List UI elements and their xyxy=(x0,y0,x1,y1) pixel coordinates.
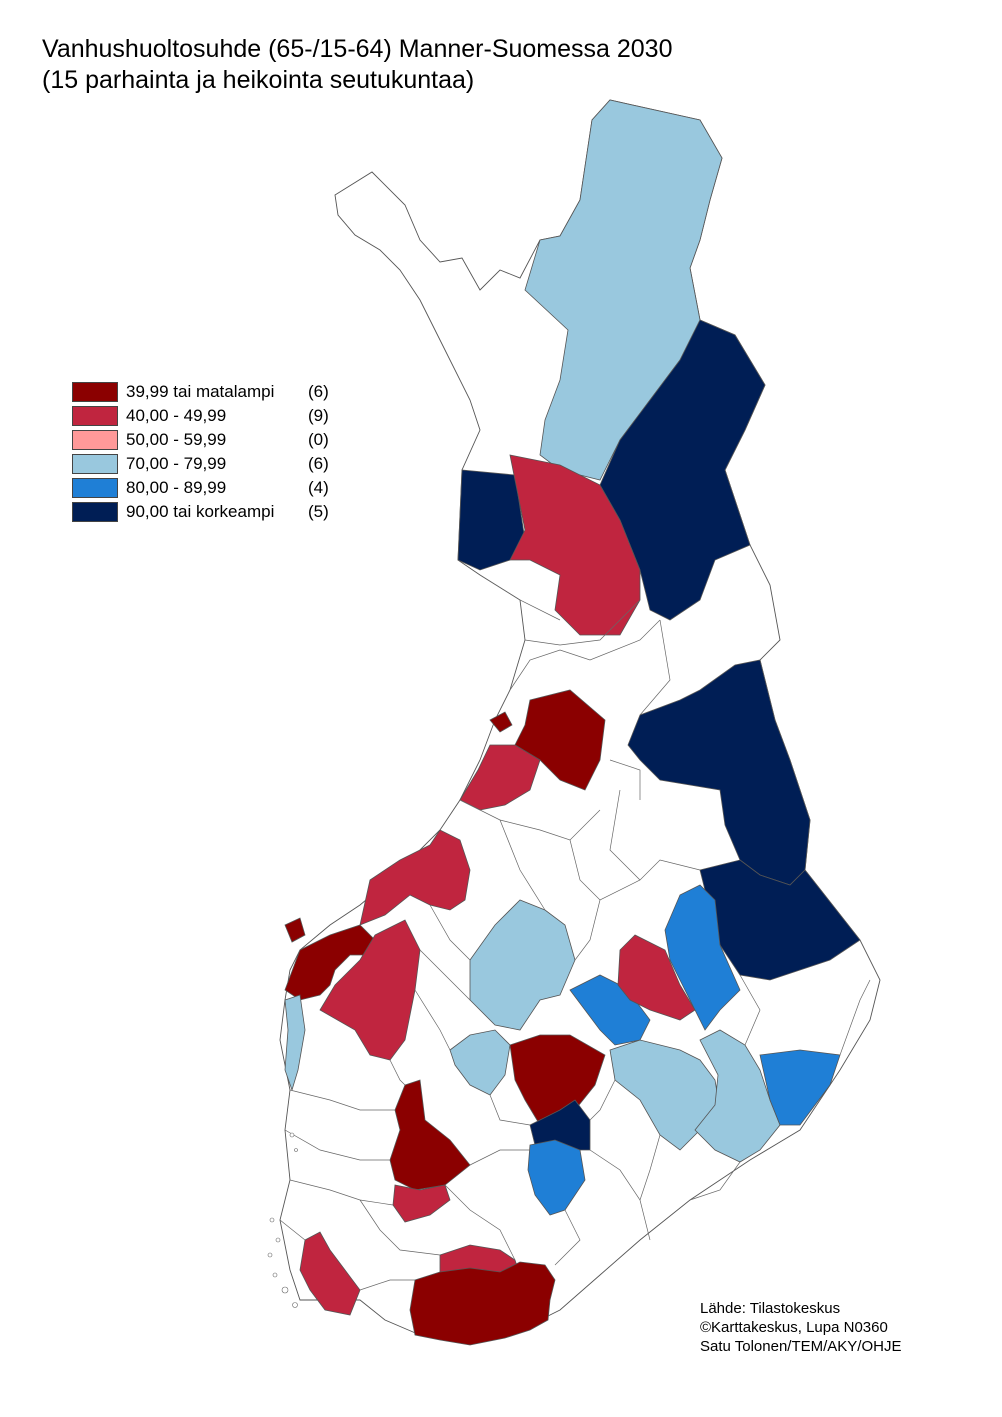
legend-count: (4) xyxy=(308,478,329,497)
archipelago-islands xyxy=(267,1132,298,1308)
legend-item: 40,00 - 49,99 (9) xyxy=(72,404,329,428)
region-helsinki xyxy=(409,1261,556,1346)
region-hameenlinna xyxy=(392,1184,451,1223)
legend-label: 80,00 - 89,99 xyxy=(126,478,227,497)
region-oulu xyxy=(514,689,606,791)
legend-swatch xyxy=(72,430,118,450)
source-line-1: Lähde: Tilastokeskus xyxy=(700,1300,841,1317)
legend-count: (6) xyxy=(308,454,329,473)
region-seinajoki xyxy=(319,919,421,1061)
region-hailuoto xyxy=(489,711,513,733)
legend-label: 40,00 - 49,99 xyxy=(126,406,227,425)
legend-item: 70,00 - 79,99 (6) xyxy=(72,452,329,476)
source-line-3: Satu Tolonen/TEM/AKY/OHJE xyxy=(700,1338,902,1355)
legend-swatch xyxy=(72,406,118,426)
legend-swatch xyxy=(72,502,118,522)
region-vaasa-islands xyxy=(284,917,306,943)
region-saarijarvi xyxy=(469,899,576,1031)
region-rautjarvi xyxy=(759,1049,841,1126)
region-keuruu xyxy=(449,1029,511,1096)
legend-count: (6) xyxy=(308,382,329,401)
region-turku xyxy=(299,1231,361,1316)
title-line-1: Vanhushuoltosuhde (65-/15-64) Manner-Suo… xyxy=(42,35,673,63)
title-line-2: (15 parhainta ja heikointa seutukuntaa) xyxy=(42,66,475,94)
legend-label: 70,00 - 79,99 xyxy=(126,454,227,473)
legend-count: (5) xyxy=(308,502,329,521)
legend-item: 90,00 tai korkeampi (5) xyxy=(72,500,329,524)
region-varkaus xyxy=(617,934,696,1021)
region-kokkola xyxy=(359,829,471,926)
region-borders xyxy=(279,574,871,1291)
region-tunturi-lappi xyxy=(524,99,723,481)
legend-item: 50,00 - 59,99 (0) xyxy=(72,428,329,452)
legend-label: 90,00 tai korkeampi xyxy=(126,502,275,521)
legend-count: (9) xyxy=(308,406,329,425)
legend-label: 50,00 - 59,99 xyxy=(126,430,227,449)
region-raahe xyxy=(459,744,541,811)
region-pieksamaki xyxy=(569,974,651,1046)
legend-label: 39,99 tai matalampi xyxy=(126,382,275,401)
region-tampere xyxy=(389,1079,471,1191)
region-rovaniemi xyxy=(509,454,641,636)
legend-item: 80,00 - 89,99 (4) xyxy=(72,476,329,500)
map-title: Vanhushuoltosuhde (65-/15-64) Manner-Suo… xyxy=(42,34,673,96)
legend-count: (0) xyxy=(308,430,329,449)
region-ita-savo xyxy=(664,884,741,1031)
region-suupohja xyxy=(284,994,306,1092)
source-line-2: ©Karttakeskus, Lupa N0360 xyxy=(700,1319,888,1336)
legend-swatch xyxy=(72,454,118,474)
legend-swatch xyxy=(72,382,118,402)
legend-swatch xyxy=(72,478,118,498)
source-credit: Lähde: Tilastokeskus ©Karttakeskus, Lupa… xyxy=(700,1299,901,1356)
map-legend: 39,99 tai matalampi (6) 40,00 - 49,99 (9) 50… xyxy=(72,380,329,524)
legend-item: 39,99 tai matalampi (6) xyxy=(72,380,329,404)
region-ita-lappi xyxy=(599,319,766,621)
